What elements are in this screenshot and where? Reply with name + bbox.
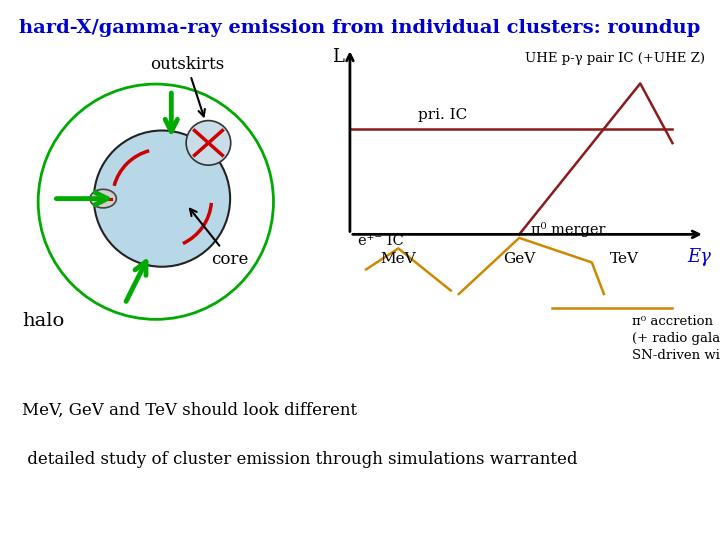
Text: UHE p-γ pair IC (+UHE Z): UHE p-γ pair IC (+UHE Z): [525, 52, 705, 65]
Text: L: L: [332, 49, 343, 66]
Text: pri. IC: pri. IC: [418, 107, 467, 122]
Text: Eγ: Eγ: [687, 248, 711, 266]
Text: π⁰ accretion
(+ radio galaxy
SN-driven wind): π⁰ accretion (+ radio galaxy SN-driven w…: [632, 315, 720, 362]
Text: halo: halo: [23, 312, 65, 329]
Text: MeV, GeV and TeV should look different: MeV, GeV and TeV should look different: [22, 402, 356, 419]
Text: π⁰ merger: π⁰ merger: [531, 222, 606, 238]
Text: core: core: [190, 209, 249, 268]
Text: hard-X/gamma-ray emission from individual clusters: roundup: hard-X/gamma-ray emission from individua…: [19, 19, 701, 37]
Ellipse shape: [90, 190, 117, 208]
Circle shape: [186, 120, 230, 165]
Circle shape: [94, 131, 230, 267]
Text: detailed study of cluster emission through simulations warranted: detailed study of cluster emission throu…: [22, 451, 577, 468]
Text: outskirts: outskirts: [150, 56, 224, 116]
Text: e⁺⁻ IC: e⁺⁻ IC: [358, 234, 404, 248]
Text: TeV: TeV: [610, 252, 639, 266]
Text: MeV: MeV: [380, 252, 416, 266]
Text: GeV: GeV: [503, 252, 536, 266]
